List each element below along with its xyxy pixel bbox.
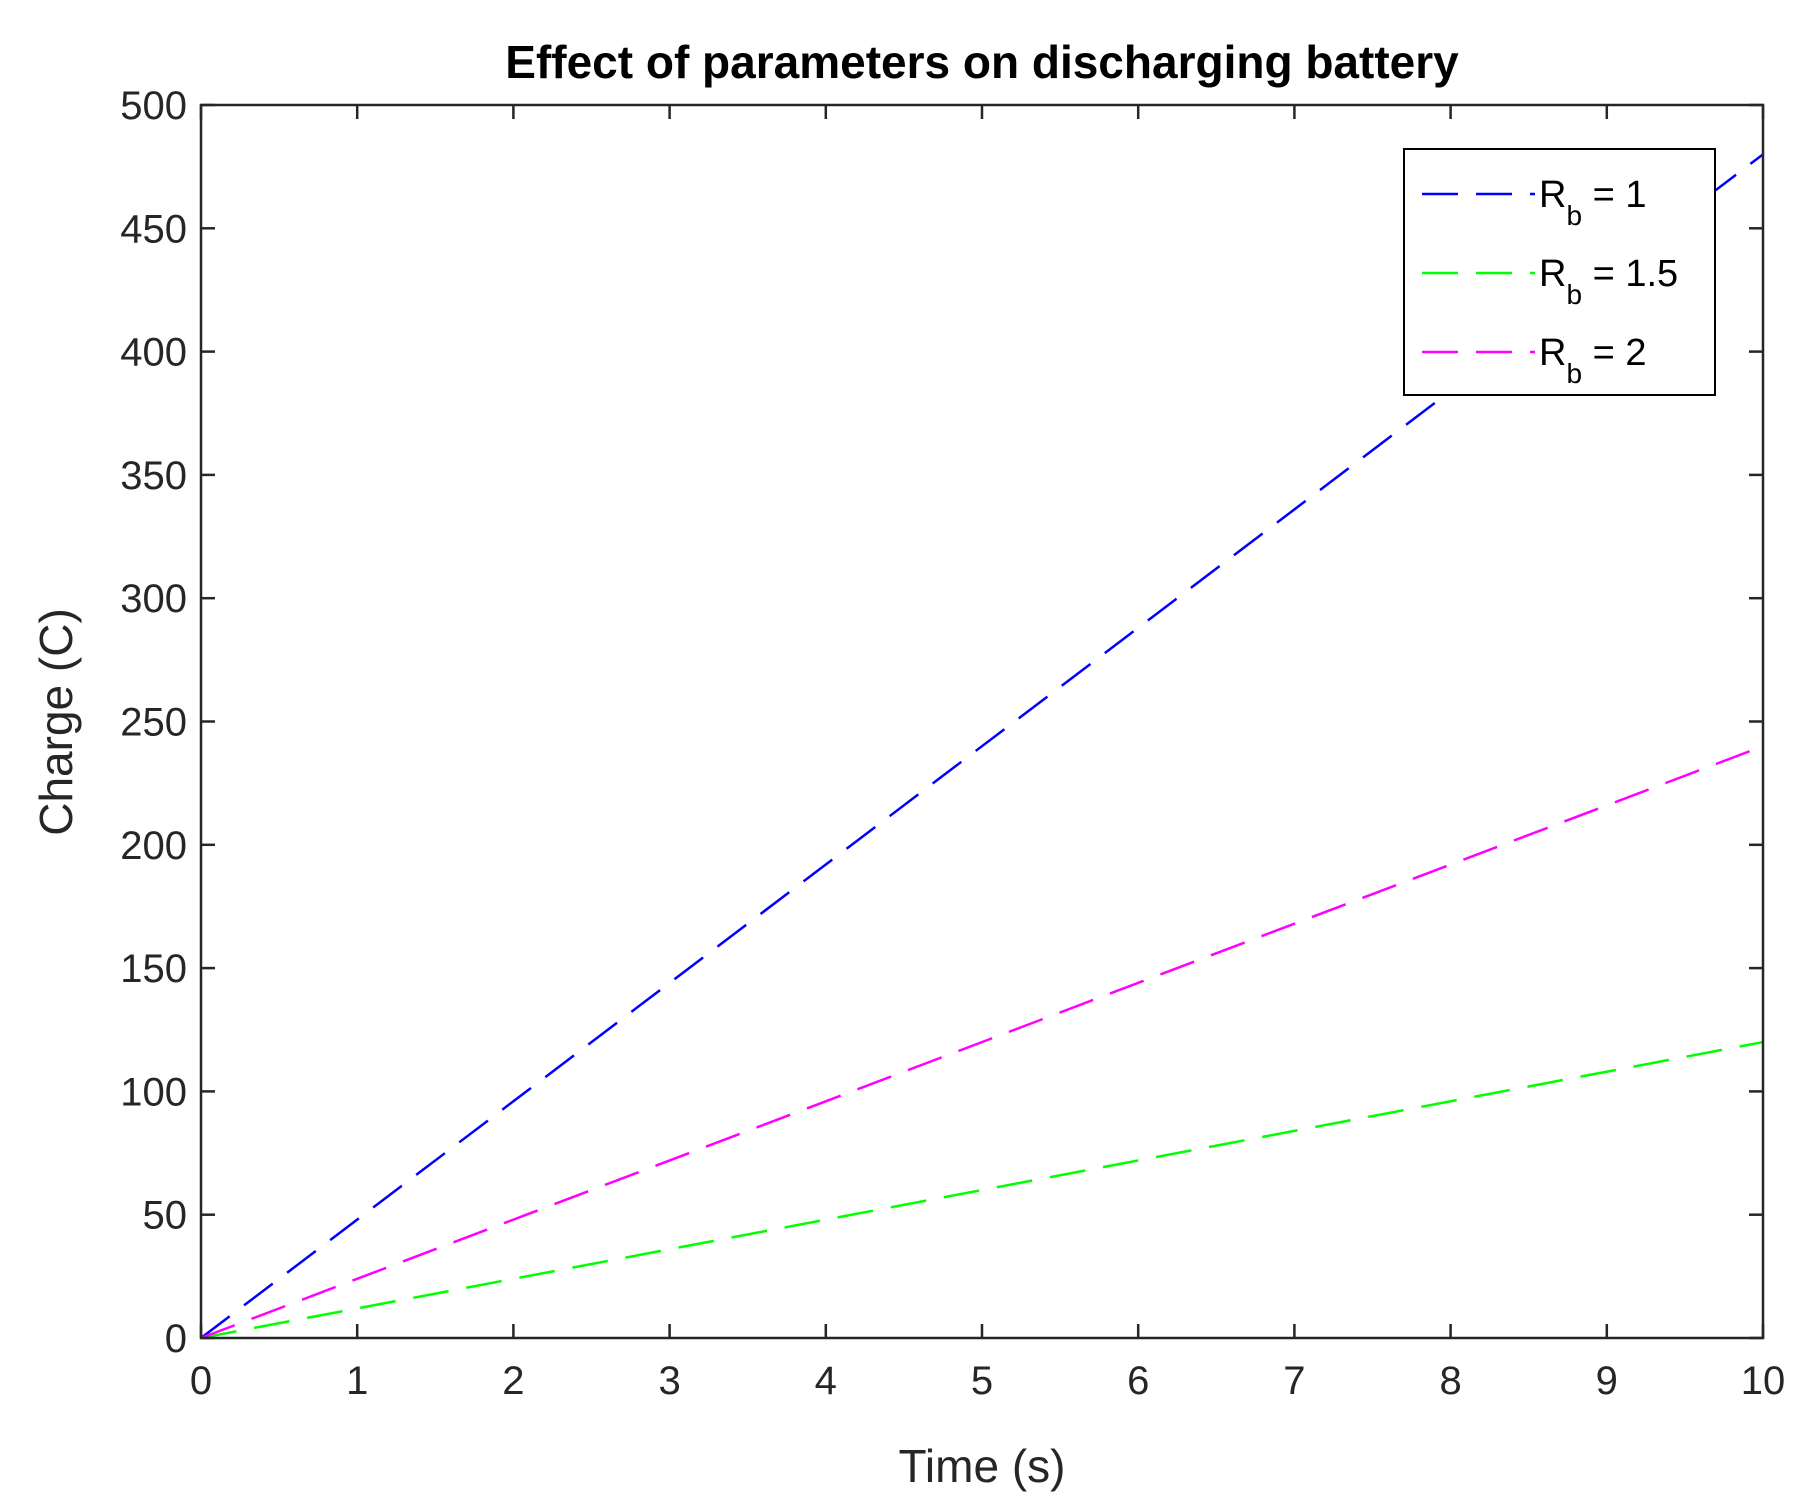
x-tick-label: 5 — [971, 1359, 993, 1403]
legend: Rb = 1 Rb = 1.5 Rb = 2 — [1403, 148, 1716, 396]
legend-label-1: Rb = 1 — [1539, 174, 1646, 231]
y-tick-label: 300 — [120, 577, 187, 621]
x-tick-label: 3 — [658, 1359, 680, 1403]
y-tick-label: 400 — [120, 331, 187, 375]
legend-label-3: Rb = 2 — [1539, 332, 1646, 389]
tick-labels-layer: 0 1 2 3 4 5 6 7 8 9 100501001502002503003504004505… — [120, 84, 1785, 1403]
chart-title: Effect of parameters on discharging batt… — [505, 36, 1459, 88]
y-tick-label: 200 — [120, 824, 187, 868]
y-tick-label: 250 — [120, 701, 187, 745]
legend-label-2: Rb = 1.5 — [1539, 253, 1678, 310]
y-tick-label: 500 — [120, 84, 187, 128]
x-axis-label: Time (s) — [899, 1440, 1066, 1492]
x-tick-label: 7 — [1283, 1359, 1305, 1403]
x-tick-label: 2 — [502, 1359, 524, 1403]
y-tick-label: 0 — [165, 1317, 187, 1361]
y-tick-label: 450 — [120, 207, 187, 251]
x-tick-label: 6 — [1127, 1359, 1149, 1403]
x-tick-label: 0 — [190, 1359, 212, 1403]
x-tick-label: 9 — [1596, 1359, 1618, 1403]
series-line-2 — [200, 1040, 1764, 1340]
y-tick-label: 100 — [120, 1070, 187, 1114]
plot-frame — [199, 103, 1765, 1340]
x-tick-label: 4 — [815, 1359, 837, 1403]
series-line-3 — [200, 744, 1764, 1340]
x-tick-label: 1 — [346, 1359, 368, 1403]
y-tick-label: 350 — [120, 454, 187, 498]
y-tick-label: 150 — [120, 947, 187, 991]
x-tick-label: 10 — [1741, 1359, 1786, 1403]
y-tick-label: 50 — [143, 1194, 188, 1238]
y-axis-label: Charge (C) — [30, 608, 82, 836]
x-tick-label: 8 — [1439, 1359, 1461, 1403]
